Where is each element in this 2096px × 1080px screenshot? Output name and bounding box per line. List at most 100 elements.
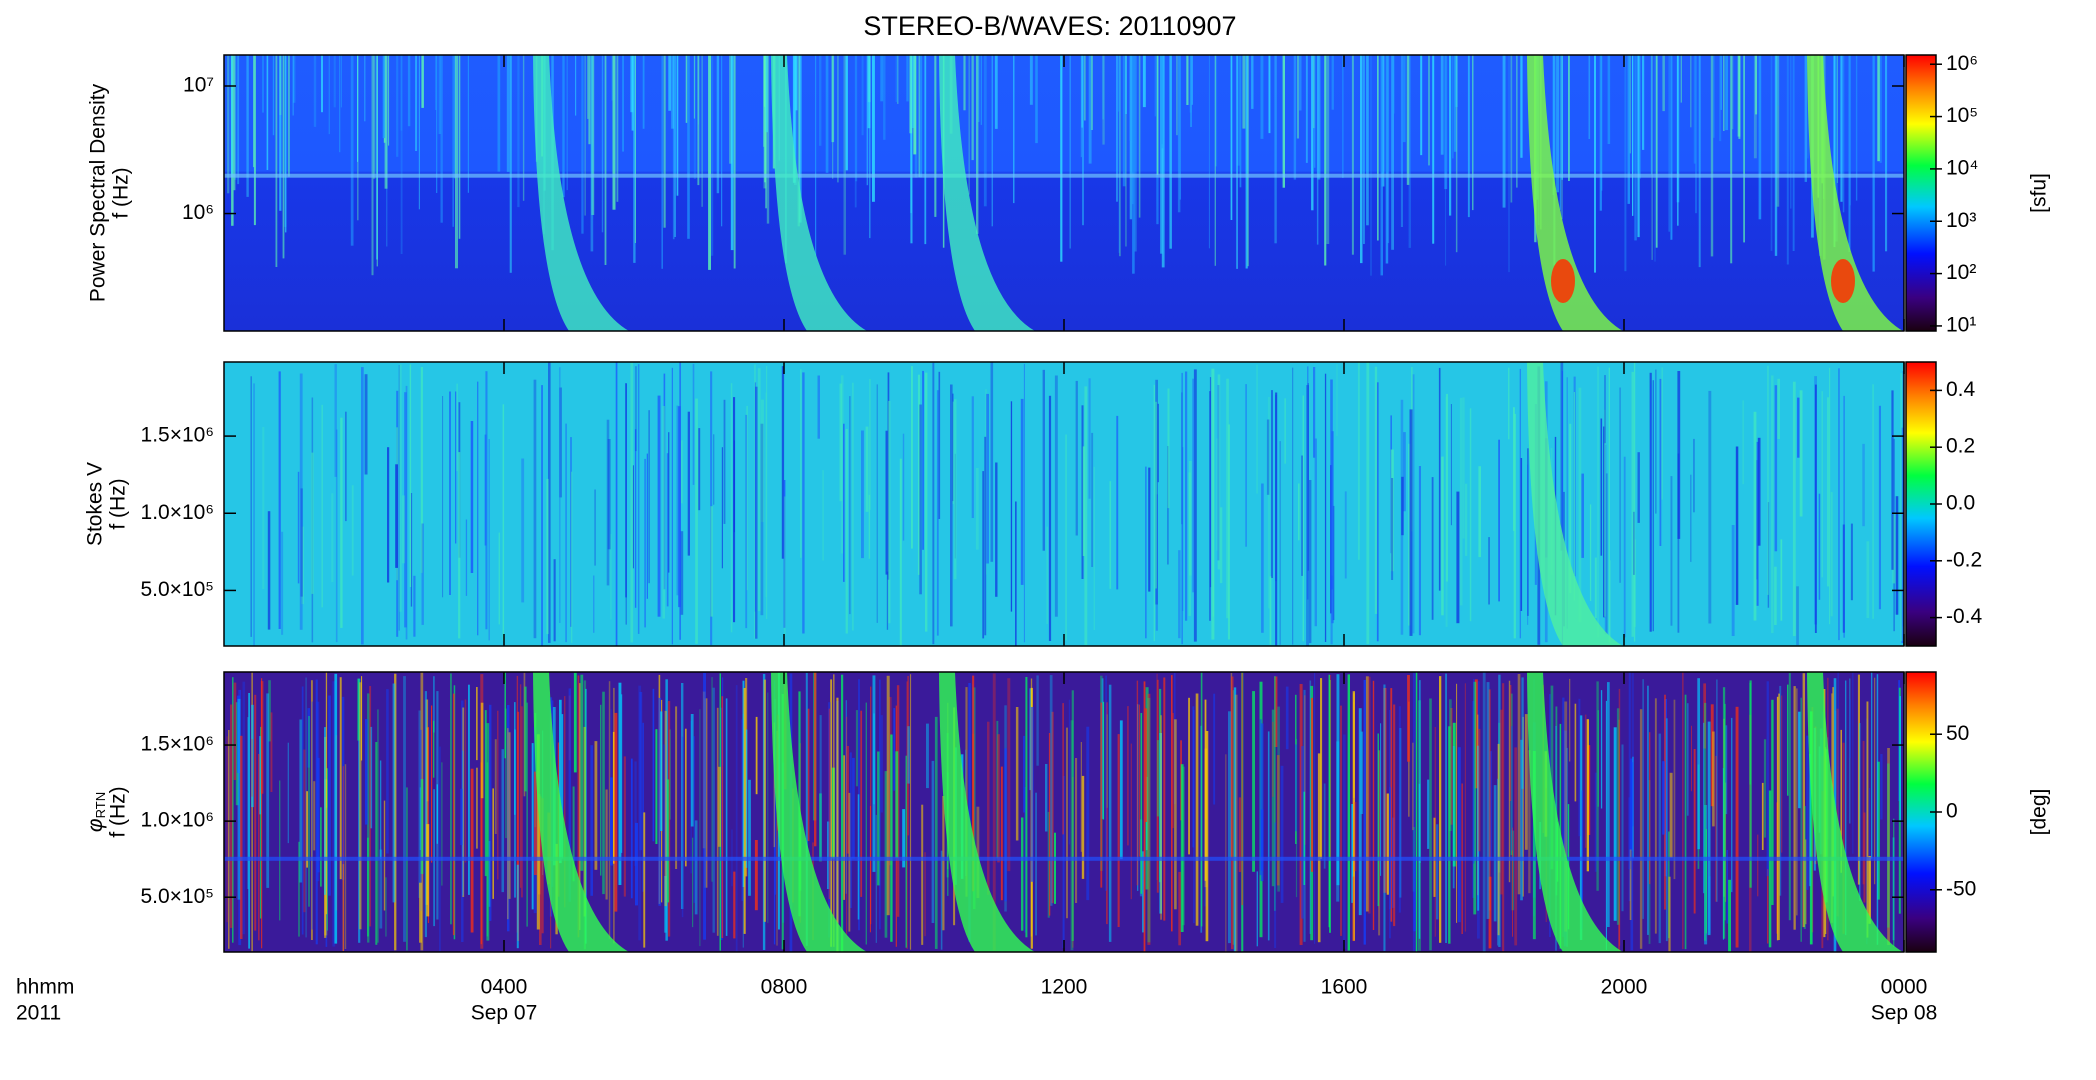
texture-streak [1125, 55, 1127, 114]
texture-streak [692, 837, 694, 928]
texture-streak [1808, 753, 1811, 887]
texture-streak [431, 705, 433, 863]
texture-streak [663, 55, 666, 228]
texture-streak [616, 55, 619, 202]
texture-streak [226, 736, 228, 923]
texture-streak [292, 55, 294, 116]
texture-streak [320, 807, 322, 887]
texture-streak [1578, 698, 1581, 837]
texture-streak [476, 767, 478, 849]
texture-streak [334, 673, 338, 944]
texture-streak [866, 55, 869, 186]
texture-streak [646, 453, 648, 599]
texture-streak [1707, 721, 1711, 936]
texture-streak [643, 812, 646, 948]
texture-streak [703, 673, 706, 940]
y-axis-label: f (Hz) [107, 478, 130, 529]
texture-streak [1568, 55, 1570, 181]
texture-streak [426, 824, 430, 917]
texture-streak [1457, 747, 1461, 923]
texture-streak [1408, 443, 1411, 626]
texture-streak [1020, 398, 1024, 585]
texture-streak [1142, 55, 1146, 108]
texture-streak [325, 672, 328, 915]
texture-streak [940, 850, 943, 950]
texture-streak [854, 55, 857, 208]
texture-streak [1806, 735, 1809, 890]
texture-streak [1088, 378, 1091, 499]
texture-streak [285, 55, 287, 233]
texture-streak [1561, 370, 1563, 645]
texture-streak [1062, 775, 1065, 949]
texture-streak [254, 694, 257, 931]
texture-streak [675, 706, 678, 869]
texture-streak [317, 757, 320, 873]
texture-streak [364, 55, 366, 122]
texture-streak [1508, 55, 1510, 273]
texture-streak [1161, 55, 1165, 268]
texture-streak [1650, 384, 1652, 630]
texture-streak [1594, 772, 1597, 872]
texture-streak [371, 55, 374, 276]
texture-streak [907, 726, 910, 784]
colorbar-tick-label: 10⁶ [1946, 52, 1978, 75]
texture-streak [1731, 525, 1735, 636]
texture-streak [687, 411, 690, 556]
texture-streak [1171, 675, 1173, 932]
texture-streak [1780, 695, 1783, 853]
texture-streak [454, 55, 456, 179]
texture-streak [1749, 680, 1752, 888]
texture-streak [1836, 55, 1838, 183]
texture-streak [321, 55, 323, 113]
texture-streak [399, 364, 402, 612]
texture-streak [648, 410, 650, 584]
texture-streak [972, 687, 976, 910]
texture-streak [489, 704, 492, 921]
texture-streak [1520, 55, 1523, 158]
texture-streak [1211, 368, 1215, 640]
texture-streak [507, 705, 510, 932]
texture-streak [266, 693, 270, 888]
texture-streak [1156, 679, 1159, 893]
texture-streak [228, 730, 230, 949]
texture-streak [1767, 365, 1769, 595]
texture-streak [1482, 672, 1486, 952]
texture-streak [1251, 55, 1254, 109]
texture-streak [1336, 364, 1338, 436]
texture-streak [1035, 55, 1038, 144]
texture-streak [1553, 55, 1556, 266]
texture-streak [1655, 55, 1658, 248]
texture-streak [934, 716, 938, 949]
texture-streak [1269, 576, 1272, 645]
texture-streak [1136, 680, 1139, 886]
texture-streak [505, 708, 507, 839]
texture-streak [313, 781, 316, 851]
texture-streak [1493, 785, 1497, 922]
texture-streak [953, 399, 957, 580]
texture-streak [1874, 677, 1876, 885]
texture-streak [517, 711, 520, 941]
texture-streak [1010, 401, 1013, 612]
texture-streak [807, 708, 810, 841]
texture-streak [612, 55, 616, 210]
texture-streak [237, 695, 241, 773]
texture-streak [375, 742, 378, 945]
texture-streak [1215, 55, 1218, 167]
texture-streak [517, 55, 520, 208]
texture-streak [548, 362, 551, 643]
texture-streak [1285, 686, 1289, 750]
texture-streak [1445, 396, 1448, 627]
texture-streak [364, 374, 368, 475]
texture-streak [516, 864, 519, 949]
texture-streak [1589, 504, 1592, 601]
texture-streak [1594, 557, 1597, 619]
texture-streak [1155, 401, 1157, 589]
texture-streak [1102, 55, 1104, 120]
texture-streak [1143, 681, 1146, 952]
texture-streak [1600, 418, 1603, 556]
texture-streak [553, 559, 556, 642]
colorbar-tick-label: 50 [1946, 722, 1969, 745]
texture-streak [642, 722, 644, 892]
texture-streak [516, 675, 519, 933]
texture-streak [1449, 55, 1452, 216]
